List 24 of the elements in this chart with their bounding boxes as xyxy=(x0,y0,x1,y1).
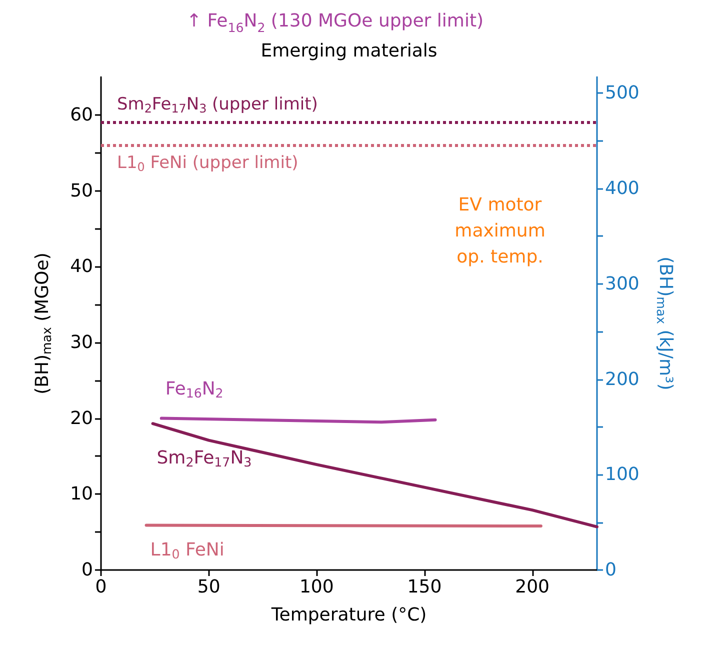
y2-tick-label: 0 xyxy=(605,560,616,580)
y2-tick-label: 500 xyxy=(605,82,640,104)
y-tick-label: 60 xyxy=(70,104,93,126)
annotation: EV motor maximum op. temp. xyxy=(454,194,546,268)
y2-tick-label: 100 xyxy=(605,464,640,486)
y-tick-label: 10 xyxy=(70,484,93,505)
line-series xyxy=(151,422,598,528)
chart-title: Emerging materials xyxy=(260,40,438,62)
y-axis-title: (BH)max (MGOe) xyxy=(32,252,54,394)
y2-tick-label: 300 xyxy=(605,273,640,294)
y2-tick-label: 200 xyxy=(605,368,640,390)
x-tick-label: 100 xyxy=(299,576,334,598)
x-tick-label: 200 xyxy=(515,576,550,598)
x-tick-label: 150 xyxy=(407,576,442,598)
y2-axis-title: (BH)max (kJ/m³) xyxy=(654,256,676,390)
y-tick-label: 40 xyxy=(70,256,93,278)
x-axis-title: Temperature (°C) xyxy=(270,604,427,626)
y-tick-label: 30 xyxy=(70,332,93,353)
y2-tick-label: 400 xyxy=(605,178,640,200)
y-tick-label: 0 xyxy=(82,560,93,580)
x-tick-label: 0 xyxy=(95,576,107,598)
x-tick-label: 50 xyxy=(197,576,220,598)
y-tick-label: 20 xyxy=(70,408,93,429)
y-tick-label: 50 xyxy=(70,180,93,202)
